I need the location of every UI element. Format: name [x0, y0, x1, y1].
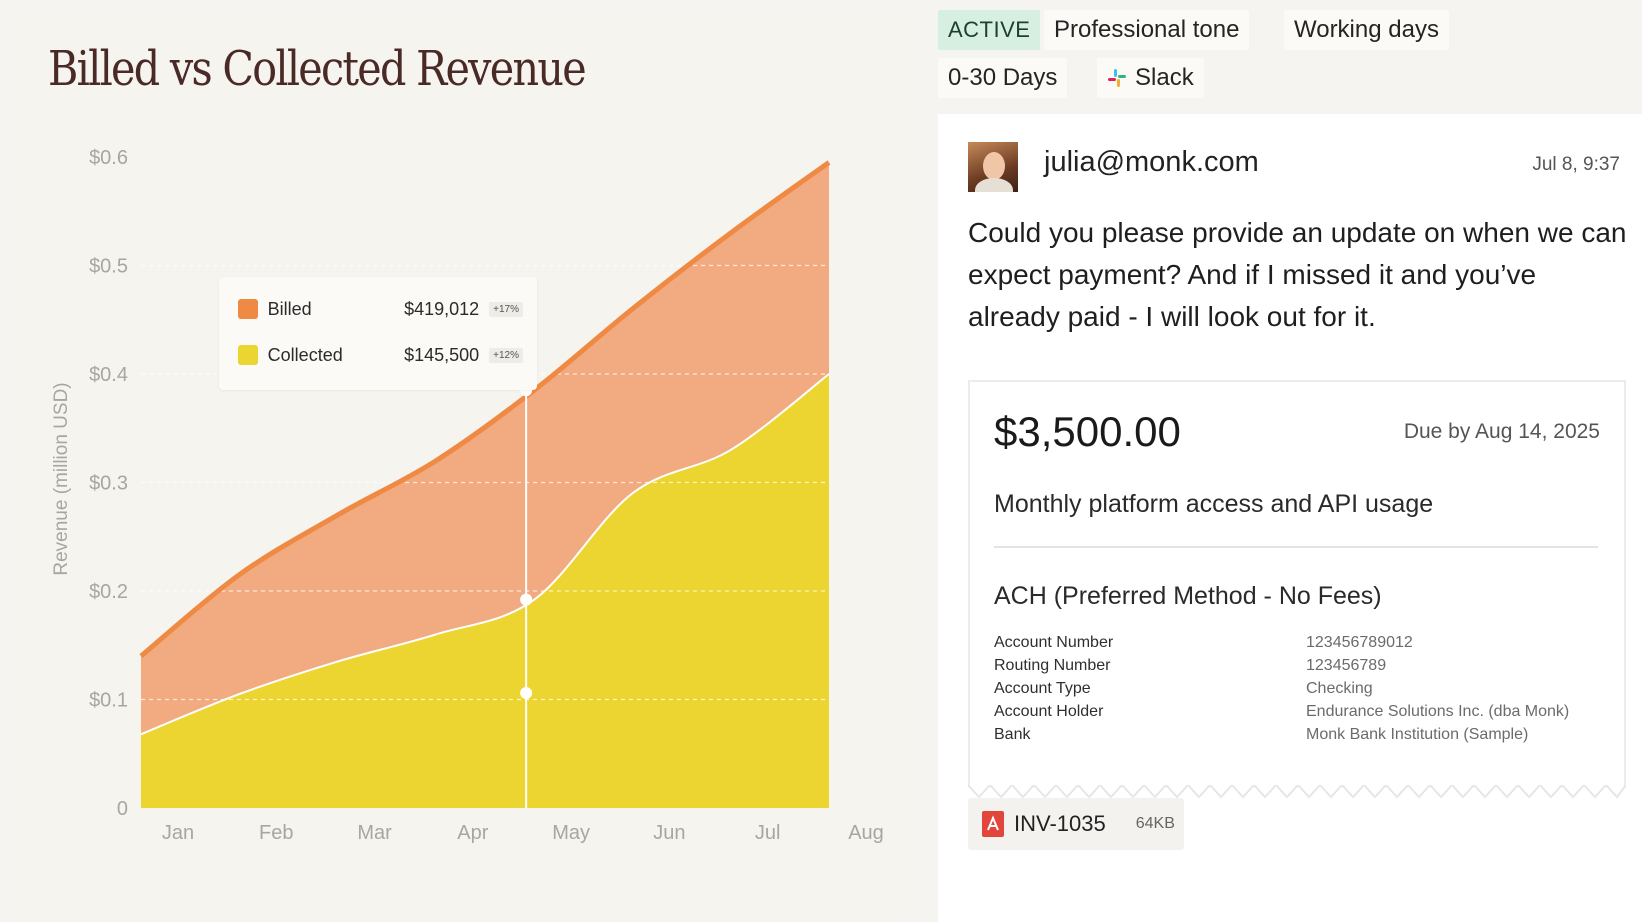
tone-tag[interactable]: Professional tone: [1044, 10, 1250, 50]
hover-marker: [520, 686, 533, 699]
payment-method-title: ACH (Preferred Method - No Fees): [994, 582, 1382, 610]
billed-swatch: [238, 299, 258, 319]
detail-value: Endurance Solutions Inc. (dba Monk): [1306, 703, 1570, 720]
slack-tag-label: Slack: [1135, 64, 1194, 91]
chart-legend: Billed $419,012 +17% Collected $145,500 …: [219, 277, 537, 390]
avatar-body: [975, 178, 1013, 192]
slack-icon: [1107, 61, 1127, 87]
attachment-name: INV-1035: [1014, 811, 1106, 836]
x-tick-label: Mar: [357, 822, 392, 844]
y-tick-label: $0.6: [89, 147, 128, 169]
chart-panel: 0 $0.1 $0.2 $0.3 $0.4 $0.5 $0.6 Jan Feb Mar Apr May…: [11, 11, 905, 917]
x-tick-label: May: [552, 822, 590, 844]
invoice-due-date: Due by Aug 14, 2025: [1403, 420, 1600, 443]
y-tick-label: $0.1: [89, 690, 128, 712]
detail-value: 123456789: [1306, 657, 1387, 674]
invoice-amount: $3,500.00: [994, 408, 1181, 455]
status-badge[interactable]: ACTIVE: [938, 10, 1041, 50]
revenue-area-chart: 0 $0.1 $0.2 $0.3 $0.4 $0.5 $0.6 Jan Feb Mar Apr May…: [51, 147, 884, 844]
payment-details: Account Number 123456789012 Routing Numb…: [994, 634, 1614, 749]
x-tick-label: Jan: [162, 822, 194, 844]
sender-email[interactable]: julia@monk.com: [1044, 146, 1259, 178]
detail-label: Bank: [994, 726, 1031, 743]
legend-label: Billed: [267, 298, 312, 319]
invoice-description: Monthly platform access and API usage: [994, 490, 1434, 518]
divider: [994, 546, 1598, 548]
attachment-chip[interactable]: INV-1035 64KB: [968, 798, 1184, 850]
legend-change-badge: +12%: [489, 347, 523, 363]
y-axis-label: Revenue (million USD): [51, 382, 72, 575]
detail-value: 123456789012: [1306, 634, 1413, 651]
legend-value: $419,012: [404, 298, 480, 319]
avatar[interactable]: [968, 142, 1018, 192]
detail-label: Routing Number: [994, 657, 1111, 674]
avatar-face: [983, 152, 1005, 180]
legend-change-badge: +17%: [489, 301, 523, 317]
y-tick-label: $0.5: [89, 256, 128, 278]
y-tick-label: $0.3: [89, 473, 128, 495]
billed-line: [139, 160, 831, 659]
working-days-tag[interactable]: Working days: [1284, 10, 1449, 50]
hover-marker: [520, 593, 533, 606]
chart-title: Billed vs Collected Revenue: [48, 41, 587, 97]
x-tick-label: Jul: [755, 822, 781, 844]
detail-row: Account Type Checking: [994, 680, 1614, 703]
detail-row: Routing Number 123456789: [994, 657, 1614, 680]
legend-value: $145,500: [404, 344, 480, 365]
message-timestamp: Jul 8, 9:37: [1532, 154, 1620, 175]
y-tick-label: $0.2: [89, 581, 128, 603]
detail-value: Monk Bank Institution (Sample): [1306, 726, 1529, 743]
message-card: julia@monk.com Jul 8, 9:37 Could you ple…: [938, 114, 1642, 922]
detail-label: Account Holder: [994, 703, 1104, 720]
pdf-icon: [982, 811, 1004, 837]
legend-label: Collected: [267, 344, 343, 365]
x-tick-label: Feb: [259, 822, 293, 844]
detail-label: Account Type: [994, 680, 1091, 697]
detail-row: Account Number 123456789012: [994, 634, 1614, 657]
attachment-size: 64KB: [1135, 815, 1175, 832]
collected-line: [140, 373, 830, 736]
x-tick-label: Aug: [848, 822, 884, 844]
invoice-card: $3,500.00 Due by Aug 14, 2025 Monthly pl…: [968, 380, 1626, 787]
x-tick-label: Apr: [457, 822, 488, 844]
x-tick-label: Jun: [653, 822, 685, 844]
zigzag-path: [968, 785, 1626, 799]
detail-row: Bank Monk Bank Institution (Sample): [994, 726, 1614, 749]
message-body: Could you please provide an update on wh…: [968, 217, 1627, 332]
legend-item-billed: Billed $419,012 +17%: [238, 297, 523, 321]
detail-value: Checking: [1306, 680, 1373, 697]
day-range-tag[interactable]: 0-30 Days: [938, 58, 1068, 98]
slack-channel-tag[interactable]: Slack: [1097, 58, 1204, 98]
y-tick-label: $0.4: [89, 364, 128, 386]
legend-item-collected: Collected $145,500 +12%: [238, 343, 523, 367]
y-tick-label: 0: [117, 798, 128, 820]
detail-row: Account Holder Endurance Solutions Inc. …: [994, 703, 1614, 726]
receipt-zigzag-edge: [968, 785, 1626, 799]
collected-swatch: [238, 345, 258, 365]
detail-label: Account Number: [994, 634, 1114, 651]
